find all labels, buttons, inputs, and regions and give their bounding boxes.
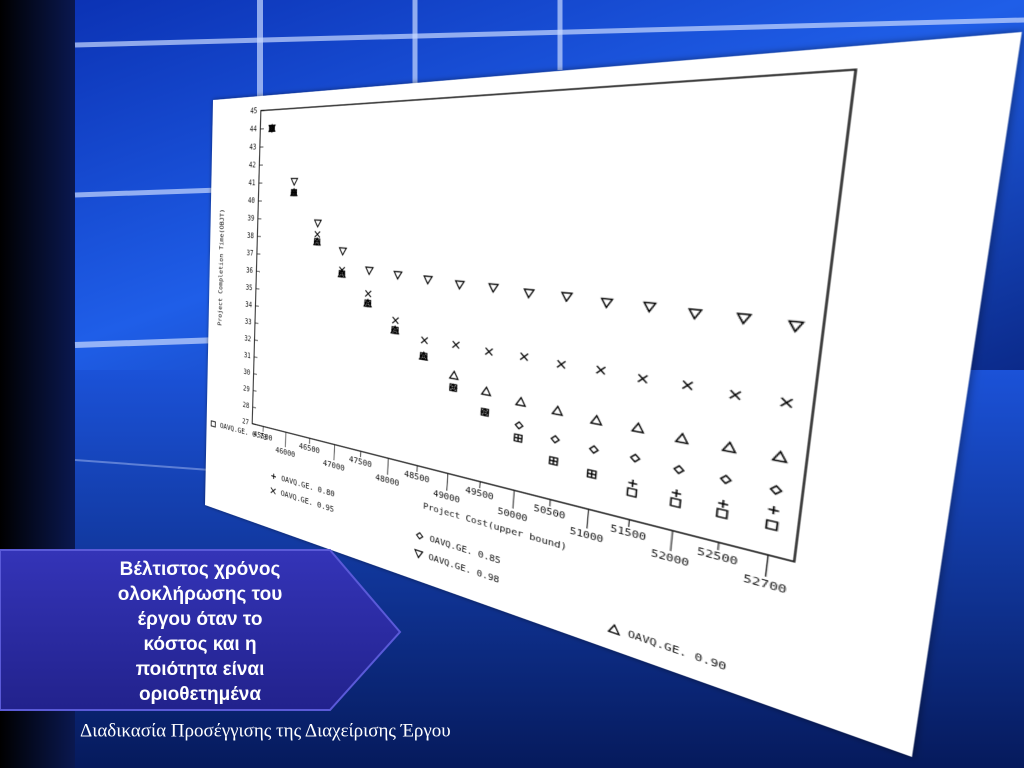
y-tick-label: 42 xyxy=(249,162,257,169)
y-tick-label: 34 xyxy=(245,302,252,310)
y-tick-label: 32 xyxy=(244,335,251,343)
y-tick-label: 31 xyxy=(244,352,251,360)
y-axis-label: Project Completion Time(OBJT) xyxy=(218,209,226,326)
callout-box xyxy=(0,549,402,711)
callout-line: έργου όταν το xyxy=(138,609,263,630)
y-tick-label: 36 xyxy=(246,267,253,275)
callout-line: ολοκλήρωσης του xyxy=(118,584,283,605)
y-tick-label: 35 xyxy=(246,285,253,293)
y-tick-label: 28 xyxy=(243,402,250,410)
y-tick-label: 33 xyxy=(245,319,252,327)
y-tick-label: 27 xyxy=(242,418,249,426)
callout-line: οριοθετημένα xyxy=(139,684,261,705)
y-tick-label: 38 xyxy=(247,233,255,241)
y-tick-label: 40 xyxy=(248,198,256,205)
y-tick-label: 43 xyxy=(249,144,257,152)
y-tick-label: 29 xyxy=(243,385,250,393)
callout-line: Βέλτιστος χρόνος xyxy=(120,559,281,580)
y-tick-label: 30 xyxy=(243,369,250,377)
callout-line: κόστος και η xyxy=(143,634,256,655)
y-tick-label: 41 xyxy=(248,180,256,187)
y-tick-label: 37 xyxy=(246,250,254,258)
callout-line: ποιότητα είναι xyxy=(136,659,265,680)
y-tick-label: 45 xyxy=(250,108,258,116)
y-tick-label: 44 xyxy=(250,126,258,134)
footer: Διαδικασία Προσέγγισης της Διαχείρισης Έ… xyxy=(80,720,451,741)
window-frame xyxy=(74,0,1024,581)
y-tick-label: 39 xyxy=(247,215,255,222)
